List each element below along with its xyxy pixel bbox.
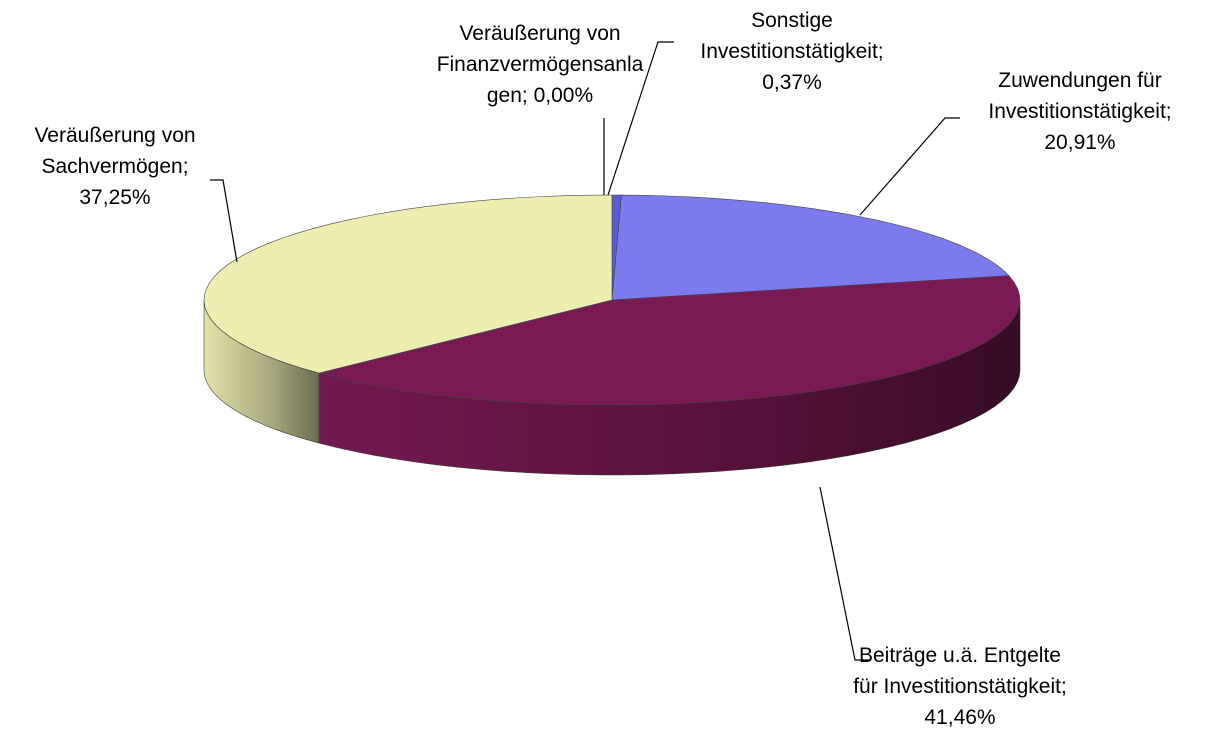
label-separator: ; — [521, 84, 528, 107]
category-name: Beiträge u.ä. Entgelte für Investitionst… — [853, 644, 1061, 698]
slice-label: Zuwendungen für Investitionstätigkeit; 2… — [960, 65, 1200, 158]
value-label: 0,00% — [533, 84, 594, 107]
slice-label: Sonstige Investitionstätigkeit; 0,37% — [672, 5, 912, 98]
slice-label: Beiträge u.ä. Entgelte für Investitionst… — [853, 640, 1068, 731]
category-name: Veräußerung von Sachvermögen — [34, 124, 196, 178]
slice-label: Veräußerung von Sachvermögen; 37,25% — [15, 120, 215, 213]
value-label: 0,37% — [762, 71, 822, 94]
value-label: 37,25% — [79, 186, 151, 209]
label-separator: ; — [1165, 100, 1172, 123]
category-name: Zuwendungen für Investitionstätigkeit — [988, 69, 1166, 123]
category-name: Veräußerung von Finanzvermögensanlagen — [436, 22, 644, 107]
value-label: 41,46% — [924, 706, 996, 729]
leader-line — [819, 486, 870, 661]
slice-label: Veräußerung von Finanzvermögensanlagen; … — [433, 18, 648, 111]
value-label: 20,91% — [1044, 131, 1116, 154]
label-separator: ; — [877, 40, 884, 63]
slice-side-shade — [204, 300, 320, 444]
slice-side-shade — [319, 300, 1021, 475]
leader-line — [859, 117, 960, 216]
category-name: Sonstige Investitionstätigkeit — [700, 9, 878, 63]
leader-line — [210, 179, 238, 263]
slice — [611, 194, 1010, 301]
label-separator: ; — [182, 155, 189, 178]
slice — [318, 275, 1021, 406]
label-separator: ; — [1060, 675, 1067, 698]
leader-line — [607, 41, 674, 196]
